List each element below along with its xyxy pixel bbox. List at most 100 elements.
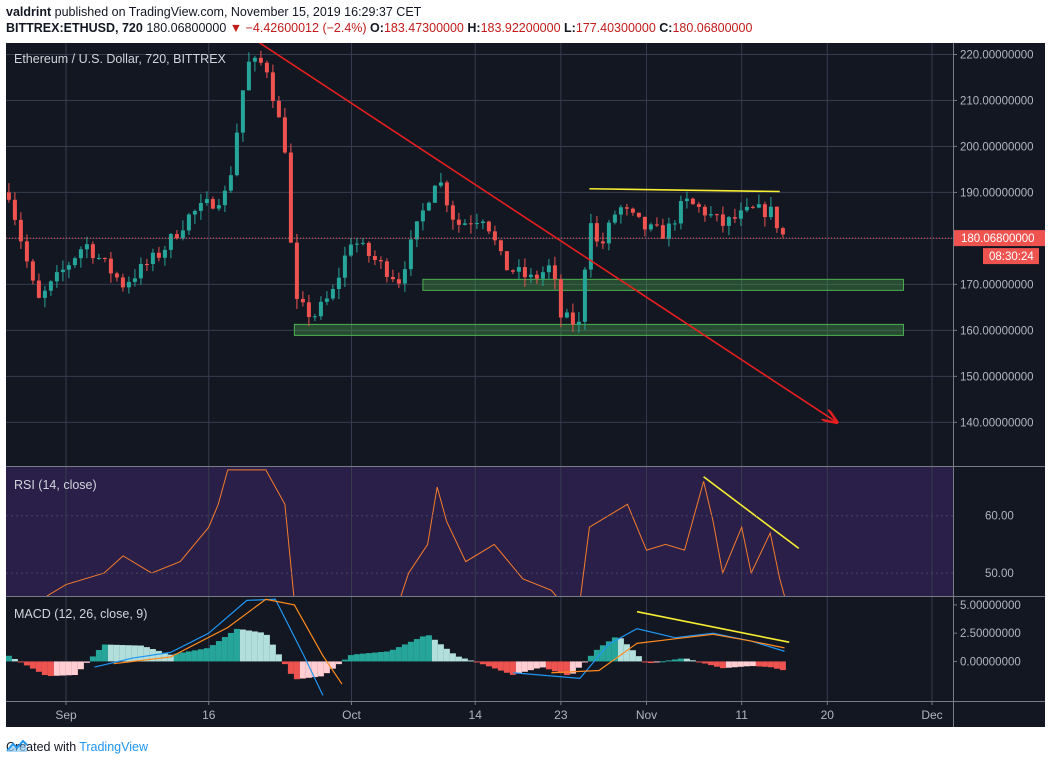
candle-down (396, 279, 401, 284)
ohlc-open-value: 183.47300000 (383, 21, 464, 35)
candle-up (84, 244, 89, 250)
macd-histogram-bar (17, 661, 24, 663)
macd-histogram-bar (269, 644, 276, 662)
macd-histogram-bar (239, 629, 246, 662)
candle-up (756, 204, 761, 208)
tradingview-logo-icon[interactable] (6, 740, 28, 752)
candle-down (642, 216, 647, 230)
candle-up (342, 255, 347, 278)
candle-down (558, 279, 563, 318)
candle-up (162, 249, 167, 258)
candle-down (18, 219, 23, 242)
candle-up (420, 210, 425, 222)
macd-histogram-bar (323, 661, 330, 674)
macd-histogram-bar (755, 661, 762, 667)
candle-down (570, 312, 575, 325)
macd-histogram-bar (251, 631, 258, 662)
macd-histogram-bar (359, 653, 366, 662)
macd-histogram-bar (743, 661, 750, 667)
candle-down (114, 273, 119, 278)
candle-up (402, 269, 407, 284)
macd-histogram-bar (707, 661, 714, 666)
candle-down (90, 244, 95, 259)
time-tick-label: Nov (636, 708, 657, 722)
symbol-line: BITTREX:ETHUSD, 720 (6, 21, 143, 35)
macd-histogram-bar (647, 661, 654, 664)
candle-down (30, 261, 35, 281)
macd-histogram-bar (611, 637, 618, 662)
candle-down (498, 240, 503, 252)
rsi-pane-title: RSI (14, close) (14, 478, 97, 492)
candle-down (174, 234, 179, 239)
macd-histogram-bar (467, 660, 474, 662)
candle-up (42, 290, 47, 298)
candle-up (66, 265, 71, 270)
candle-up (132, 278, 137, 282)
macd-histogram-bar (263, 634, 270, 662)
candle-down (210, 199, 215, 209)
candle-up (648, 224, 653, 230)
price-pane-title: Ethereum / U.S. Dollar, 720, BITTREX (14, 52, 227, 66)
candle-up (408, 239, 413, 270)
candle-down (780, 228, 785, 235)
candle-up (672, 223, 677, 225)
macd-histogram-bar (539, 661, 546, 668)
macd-divergence-line (636, 610, 790, 644)
author-name[interactable]: valdrint (6, 5, 52, 19)
macd-histogram-bar (221, 636, 228, 662)
candle-up (480, 221, 485, 224)
price-tick-label: 190.00000000 (960, 187, 1034, 199)
candle-down (624, 207, 629, 209)
macd-histogram-bar (605, 641, 612, 662)
candle-up (354, 243, 359, 245)
macd-histogram-bar (353, 654, 360, 662)
candle-down (300, 298, 305, 303)
macd-histogram-bar (131, 645, 138, 662)
ohlc-close-value: 180.06800000 (672, 21, 753, 35)
macd-histogram-bar (329, 661, 336, 669)
macd-histogram-bar (107, 644, 114, 662)
candle-down (594, 223, 599, 242)
candle-up (78, 249, 83, 259)
macd-histogram-bar (701, 661, 708, 664)
candle-up (150, 252, 155, 265)
macd-histogram-bar (101, 644, 108, 662)
macd-histogram-bar (599, 645, 606, 662)
tradingview-brand[interactable]: TradingView (79, 740, 148, 754)
symbol-summary: BITTREX:ETHUSD, 720 180.06800000 ▼ −4.42… (6, 21, 752, 35)
candle-up (330, 288, 335, 299)
candle-up (438, 182, 443, 186)
macd-histogram-bar (431, 639, 438, 662)
candle-up (348, 244, 353, 256)
candle-up (96, 257, 101, 259)
macd-histogram-bar (281, 661, 288, 665)
macd-histogram-bar (509, 661, 516, 675)
macd-histogram-bar (179, 652, 186, 662)
macd-histogram-bar (71, 661, 78, 676)
candle-down (654, 224, 659, 226)
macd-histogram-bar (497, 661, 504, 671)
footer: Created with TradingView (6, 740, 148, 754)
macd-histogram-bar (737, 661, 744, 667)
candle-up (738, 210, 743, 219)
macd-histogram-bar (125, 645, 132, 662)
macd-histogram-bar (653, 661, 660, 663)
macd-histogram-bar (365, 653, 372, 662)
candle-up (582, 269, 587, 322)
macd-histogram-bar (293, 661, 300, 680)
macd-histogram-bar (767, 661, 774, 668)
rsi-line (46, 469, 785, 596)
candle-down (552, 265, 557, 280)
time-tick-label: 11 (735, 708, 748, 722)
candle-up (666, 223, 671, 239)
chart-frame[interactable] (6, 43, 1045, 727)
candle-up (462, 223, 467, 225)
candle-up (540, 272, 545, 279)
candle-up (240, 90, 245, 133)
macd-histogram-bar (371, 652, 378, 662)
down-trendline (258, 43, 837, 423)
macd-histogram-bar (335, 661, 342, 665)
candle-down (696, 204, 701, 207)
price-tick-label: 210.00000000 (960, 95, 1034, 107)
